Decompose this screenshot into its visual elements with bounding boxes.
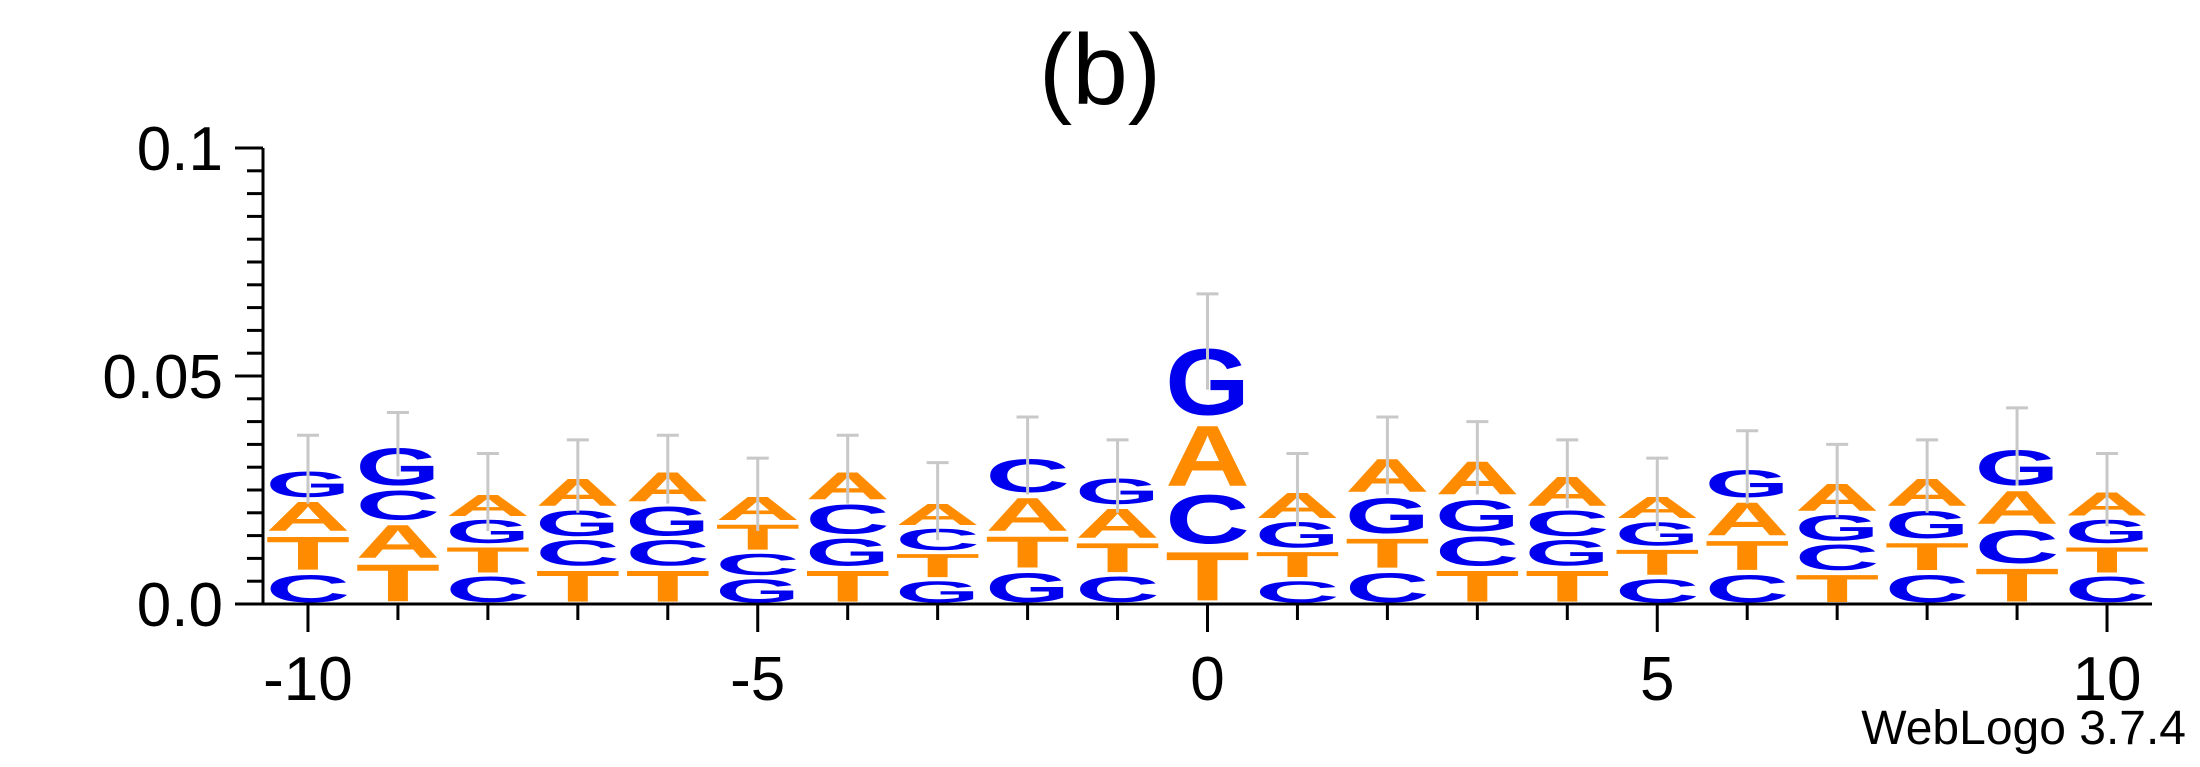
- x-tick-label: -10: [263, 645, 353, 714]
- logo-letter-T: T: [1795, 567, 1880, 611]
- logo-letter-C: C: [1255, 575, 1340, 609]
- logo-letter-C: C: [356, 482, 441, 529]
- chart-title: (b): [1038, 14, 1162, 126]
- logo-letter-C: C: [626, 533, 711, 573]
- logo-letter-C: C: [1705, 567, 1790, 610]
- y-tick-label: 0.0: [137, 571, 223, 640]
- logo-letter-G: G: [895, 575, 980, 609]
- logo-letter-T: T: [1525, 561, 1610, 611]
- logo-letter-C: C: [1345, 564, 1430, 611]
- logo-letter-T: T: [985, 527, 1070, 577]
- logo-letter-C: C: [1795, 538, 1880, 578]
- logo-letter-A: A: [1165, 407, 1250, 504]
- logo-letter-T: T: [626, 561, 711, 611]
- logo-letter-T: T: [1075, 534, 1160, 581]
- logo-letter-C: C: [1075, 570, 1160, 610]
- y-tick-label: 0.1: [137, 115, 223, 184]
- logo-letter-G: G: [1345, 487, 1430, 543]
- logo-letter-C: C: [1435, 527, 1520, 574]
- logo-letter-C: C: [266, 567, 351, 610]
- logo-letter-T: T: [266, 527, 351, 580]
- x-tick-label: -5: [730, 645, 785, 714]
- logo-letter-G: G: [985, 564, 1070, 611]
- logo-letter-T: T: [536, 561, 621, 611]
- logo-letter-C: C: [1975, 520, 2060, 573]
- logo-letter-T: T: [1255, 544, 1340, 584]
- logo-letter-T: T: [1615, 542, 1700, 582]
- logo-letter-C: C: [536, 533, 621, 573]
- logo-letter-T: T: [1435, 561, 1520, 611]
- logo-letter-C: C: [1525, 504, 1610, 544]
- x-tick-label: 5: [1640, 645, 1674, 714]
- logo-letter-C: C: [1885, 567, 1970, 610]
- logo-letter-T: T: [1165, 538, 1250, 616]
- logo-letter-T: T: [1885, 535, 1970, 579]
- x-tick-label: 10: [2073, 645, 2142, 714]
- error-bars: [296, 292, 2119, 541]
- logo-letter-A: A: [1975, 481, 2060, 534]
- logo-letter-T: T: [805, 561, 890, 611]
- logo-letter-C: C: [2065, 570, 2150, 610]
- logo-letter-A: A: [356, 515, 441, 568]
- logo-letter-G: G: [1435, 491, 1520, 541]
- logo-letter-G: G: [1525, 533, 1610, 573]
- axes: 0.0 0.05 0.1 -10 -5 0 5 10: [102, 115, 2152, 714]
- logo-letter-A: A: [985, 488, 1070, 541]
- logo-letter-G: G: [715, 572, 800, 609]
- logo-letter-G: G: [805, 531, 890, 575]
- weblogo-credit: WebLogo 3.7.4: [1861, 702, 2186, 755]
- y-tick-label: 0.05: [102, 343, 223, 412]
- logo-letter-C: C: [715, 548, 800, 582]
- logo-letter-T: T: [356, 554, 441, 613]
- logo-letter-C: C: [1165, 481, 1250, 558]
- letter-stacks: CTAGTACGCTGATCGATCGAGCTATGCAGTCAGTACCTAG…: [266, 329, 2150, 616]
- logo-letter-T: T: [1345, 530, 1430, 577]
- logo-letter-T: T: [895, 547, 980, 584]
- x-tick-label: 0: [1190, 645, 1224, 714]
- logo-letter-T: T: [1975, 558, 2060, 611]
- logo-letter-C: C: [1615, 572, 1700, 609]
- logo-letter-T: T: [2065, 540, 2150, 580]
- logo-letter-G: G: [626, 498, 711, 545]
- logo-letter-T: T: [446, 540, 531, 580]
- logo-letter-C: C: [446, 570, 531, 610]
- logo-letter-T: T: [1705, 532, 1790, 579]
